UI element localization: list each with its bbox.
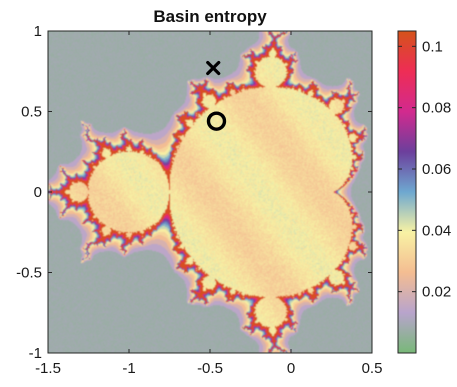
x-tick-label: -1 (122, 360, 135, 377)
colorbar-tick-label: 0.04 (422, 222, 451, 239)
colorbar-tick-label: 0.06 (422, 161, 451, 178)
colorbar-axis: 0.02 0.04 0.06 0.08 0.1 (398, 38, 451, 301)
x-axis: -1.5 -1 -0.5 0 0.5 (35, 31, 382, 377)
y-tick-label: -0.5 (16, 265, 42, 282)
colorbar-frame (397, 30, 417, 354)
x-tick-label: 0.5 (362, 360, 383, 377)
colorbar-tick-label: 0.02 (422, 284, 451, 301)
colorbar-tick-label: 0.1 (422, 38, 443, 55)
plot-area (48, 31, 372, 353)
x-tick-label: -1.5 (35, 360, 61, 377)
y-tick-label: 1 (34, 23, 42, 40)
cross-marker (206, 60, 221, 76)
x-tick-label: 0 (287, 360, 295, 377)
colorbar (398, 31, 416, 353)
y-axis: -1 -0.5 0 0.5 1 (16, 23, 372, 362)
x-tick-label: -0.5 (197, 360, 223, 377)
chart-title: Basin entropy (153, 7, 267, 26)
y-tick-label: 0.5 (21, 104, 42, 121)
y-tick-label: 0 (34, 184, 42, 201)
heatmap-image (48, 31, 372, 353)
circle-marker (206, 111, 227, 131)
markers-layer (206, 60, 227, 131)
y-tick-label: -1 (29, 345, 42, 362)
colorbar-tick-label: 0.08 (422, 100, 451, 117)
